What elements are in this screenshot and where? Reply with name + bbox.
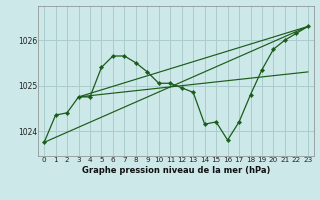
X-axis label: Graphe pression niveau de la mer (hPa): Graphe pression niveau de la mer (hPa): [82, 166, 270, 175]
